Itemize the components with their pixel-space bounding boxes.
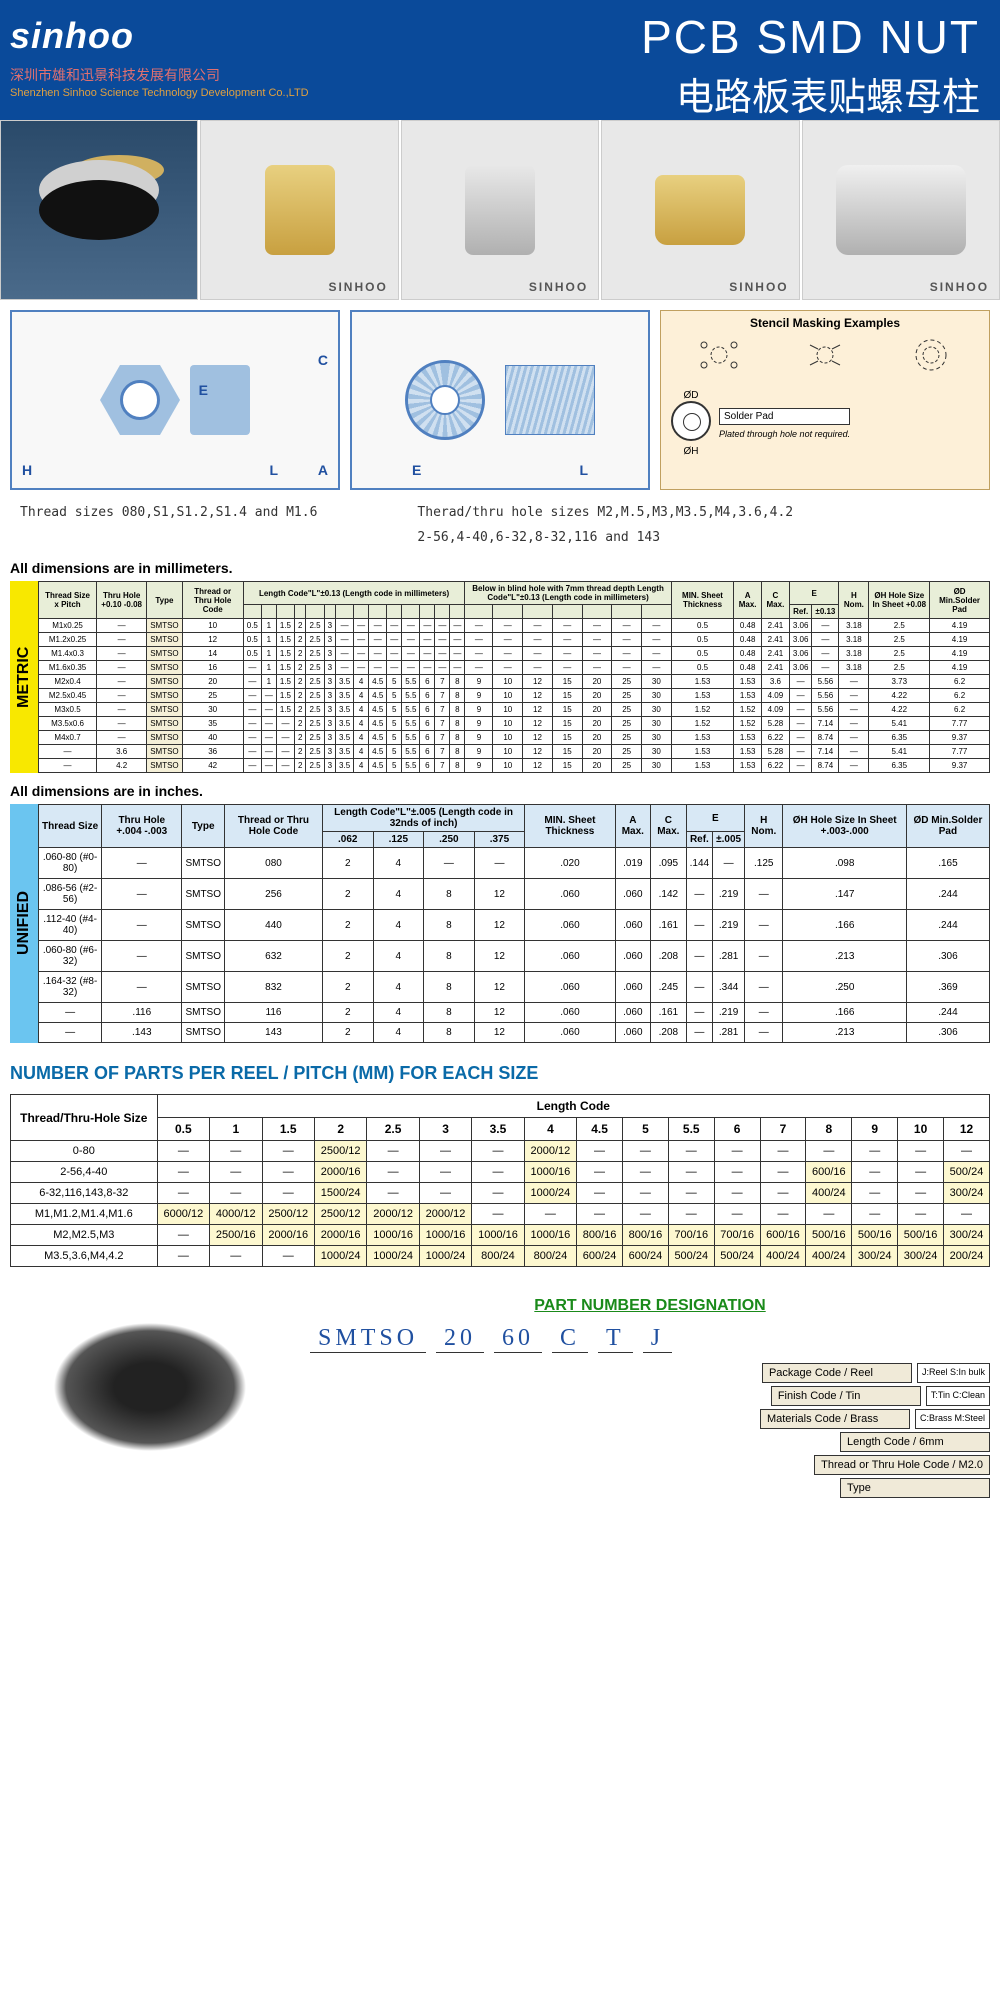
diagram-row: H E L A C E L Stencil Masking Examples Ø…	[0, 300, 1000, 500]
logo: sinhoo	[10, 15, 390, 57]
diagram-hex: H E L A C	[10, 310, 340, 490]
part-designation-section: PART NUMBER DESIGNATION SMTSO 20 60 C T …	[0, 1267, 1000, 1531]
legend-item: Package Code / Reel	[762, 1363, 912, 1383]
reel-table-wrap: Thread/Thru-Hole SizeLength Code0.511.52…	[10, 1094, 990, 1267]
product-photo-1	[0, 120, 198, 300]
title-en: PCB SMD NUT	[420, 10, 980, 64]
page-header: sinhoo 深圳市雄和迅景科技发展有限公司 Shenzhen Sinhoo S…	[0, 0, 1000, 120]
logo-subtitle-cn: 深圳市雄和迅景科技发展有限公司	[10, 65, 390, 85]
stencil-box: Stencil Masking Examples ØD ØH Solder Pa…	[660, 310, 990, 490]
caption-1: Thread sizes 080,S1,S1.2,S1.4 and M1.6	[0, 500, 337, 550]
legend-item: Thread or Thru Hole Code / M2.0	[814, 1455, 990, 1475]
part-code: SMTSO 20 60 C T J	[310, 1325, 990, 1353]
reel-table: Thread/Thru-Hole SizeLength Code0.511.52…	[10, 1094, 990, 1267]
stencil-title: Stencil Masking Examples	[666, 316, 984, 330]
diagram-round: E L	[350, 310, 650, 490]
header-left: sinhoo 深圳市雄和迅景科技发展有限公司 Shenzhen Sinhoo S…	[0, 0, 400, 120]
reel-title: NUMBER OF PARTS PER REEL / PITCH (MM) FO…	[0, 1043, 1000, 1094]
reel-photo	[10, 1297, 290, 1501]
title-cn: 电路板表贴螺母柱	[420, 66, 980, 121]
part-des-title: PART NUMBER DESIGNATION	[310, 1297, 990, 1315]
metric-side-label: METRIC	[10, 581, 38, 773]
part-designation: PART NUMBER DESIGNATION SMTSO 20 60 C T …	[310, 1297, 990, 1501]
header-right: PCB SMD NUT 电路板表贴螺母柱	[400, 0, 1000, 120]
solder-pad-label: Solder Pad	[719, 408, 850, 425]
part-legend: Package Code / ReelJ:Reel S:In bulkFinis…	[310, 1363, 990, 1498]
product-photo-5: SINHOO	[802, 120, 1000, 300]
product-photo-4: SINHOO	[601, 120, 799, 300]
unified-table: Thread SizeThru Hole +.004 -.003TypeThre…	[38, 804, 990, 1043]
logo-subtitle-en: Shenzhen Sinhoo Science Technology Devel…	[10, 87, 390, 99]
product-photo-3: SINHOO	[401, 120, 599, 300]
legend-item: Type	[840, 1478, 990, 1498]
legend-item: Length Code / 6mm	[840, 1432, 990, 1452]
caption-2: Therad/thru hole sizes M2,M.5,M3,M3.5,M4…	[397, 500, 813, 525]
unified-side-label: UNIFIED	[10, 804, 38, 1043]
metric-table: Thread Size x PitchThru Hole +0.10 -0.08…	[38, 581, 990, 773]
caption-3: 2-56,4-40,6-32,8-32,116 and 143	[397, 525, 813, 550]
unified-table-wrap: UNIFIED Thread SizeThru Hole +.004 -.003…	[10, 804, 990, 1043]
unified-title: All dimensions are in inches.	[0, 773, 1000, 804]
product-photo-2: SINHOO	[200, 120, 398, 300]
product-image-strip: SINHOO SINHOO SINHOO SINHOO	[0, 120, 1000, 300]
legend-item: Materials Code / Brass	[760, 1409, 910, 1429]
legend-item: Finish Code / Tin	[771, 1386, 921, 1406]
metric-table-wrap: METRIC Thread Size x PitchThru Hole +0.1…	[10, 581, 990, 773]
diagram-captions: Thread sizes 080,S1,S1.2,S1.4 and M1.6 T…	[0, 500, 1000, 550]
metric-title: All dimensions are in millimeters.	[0, 550, 1000, 581]
